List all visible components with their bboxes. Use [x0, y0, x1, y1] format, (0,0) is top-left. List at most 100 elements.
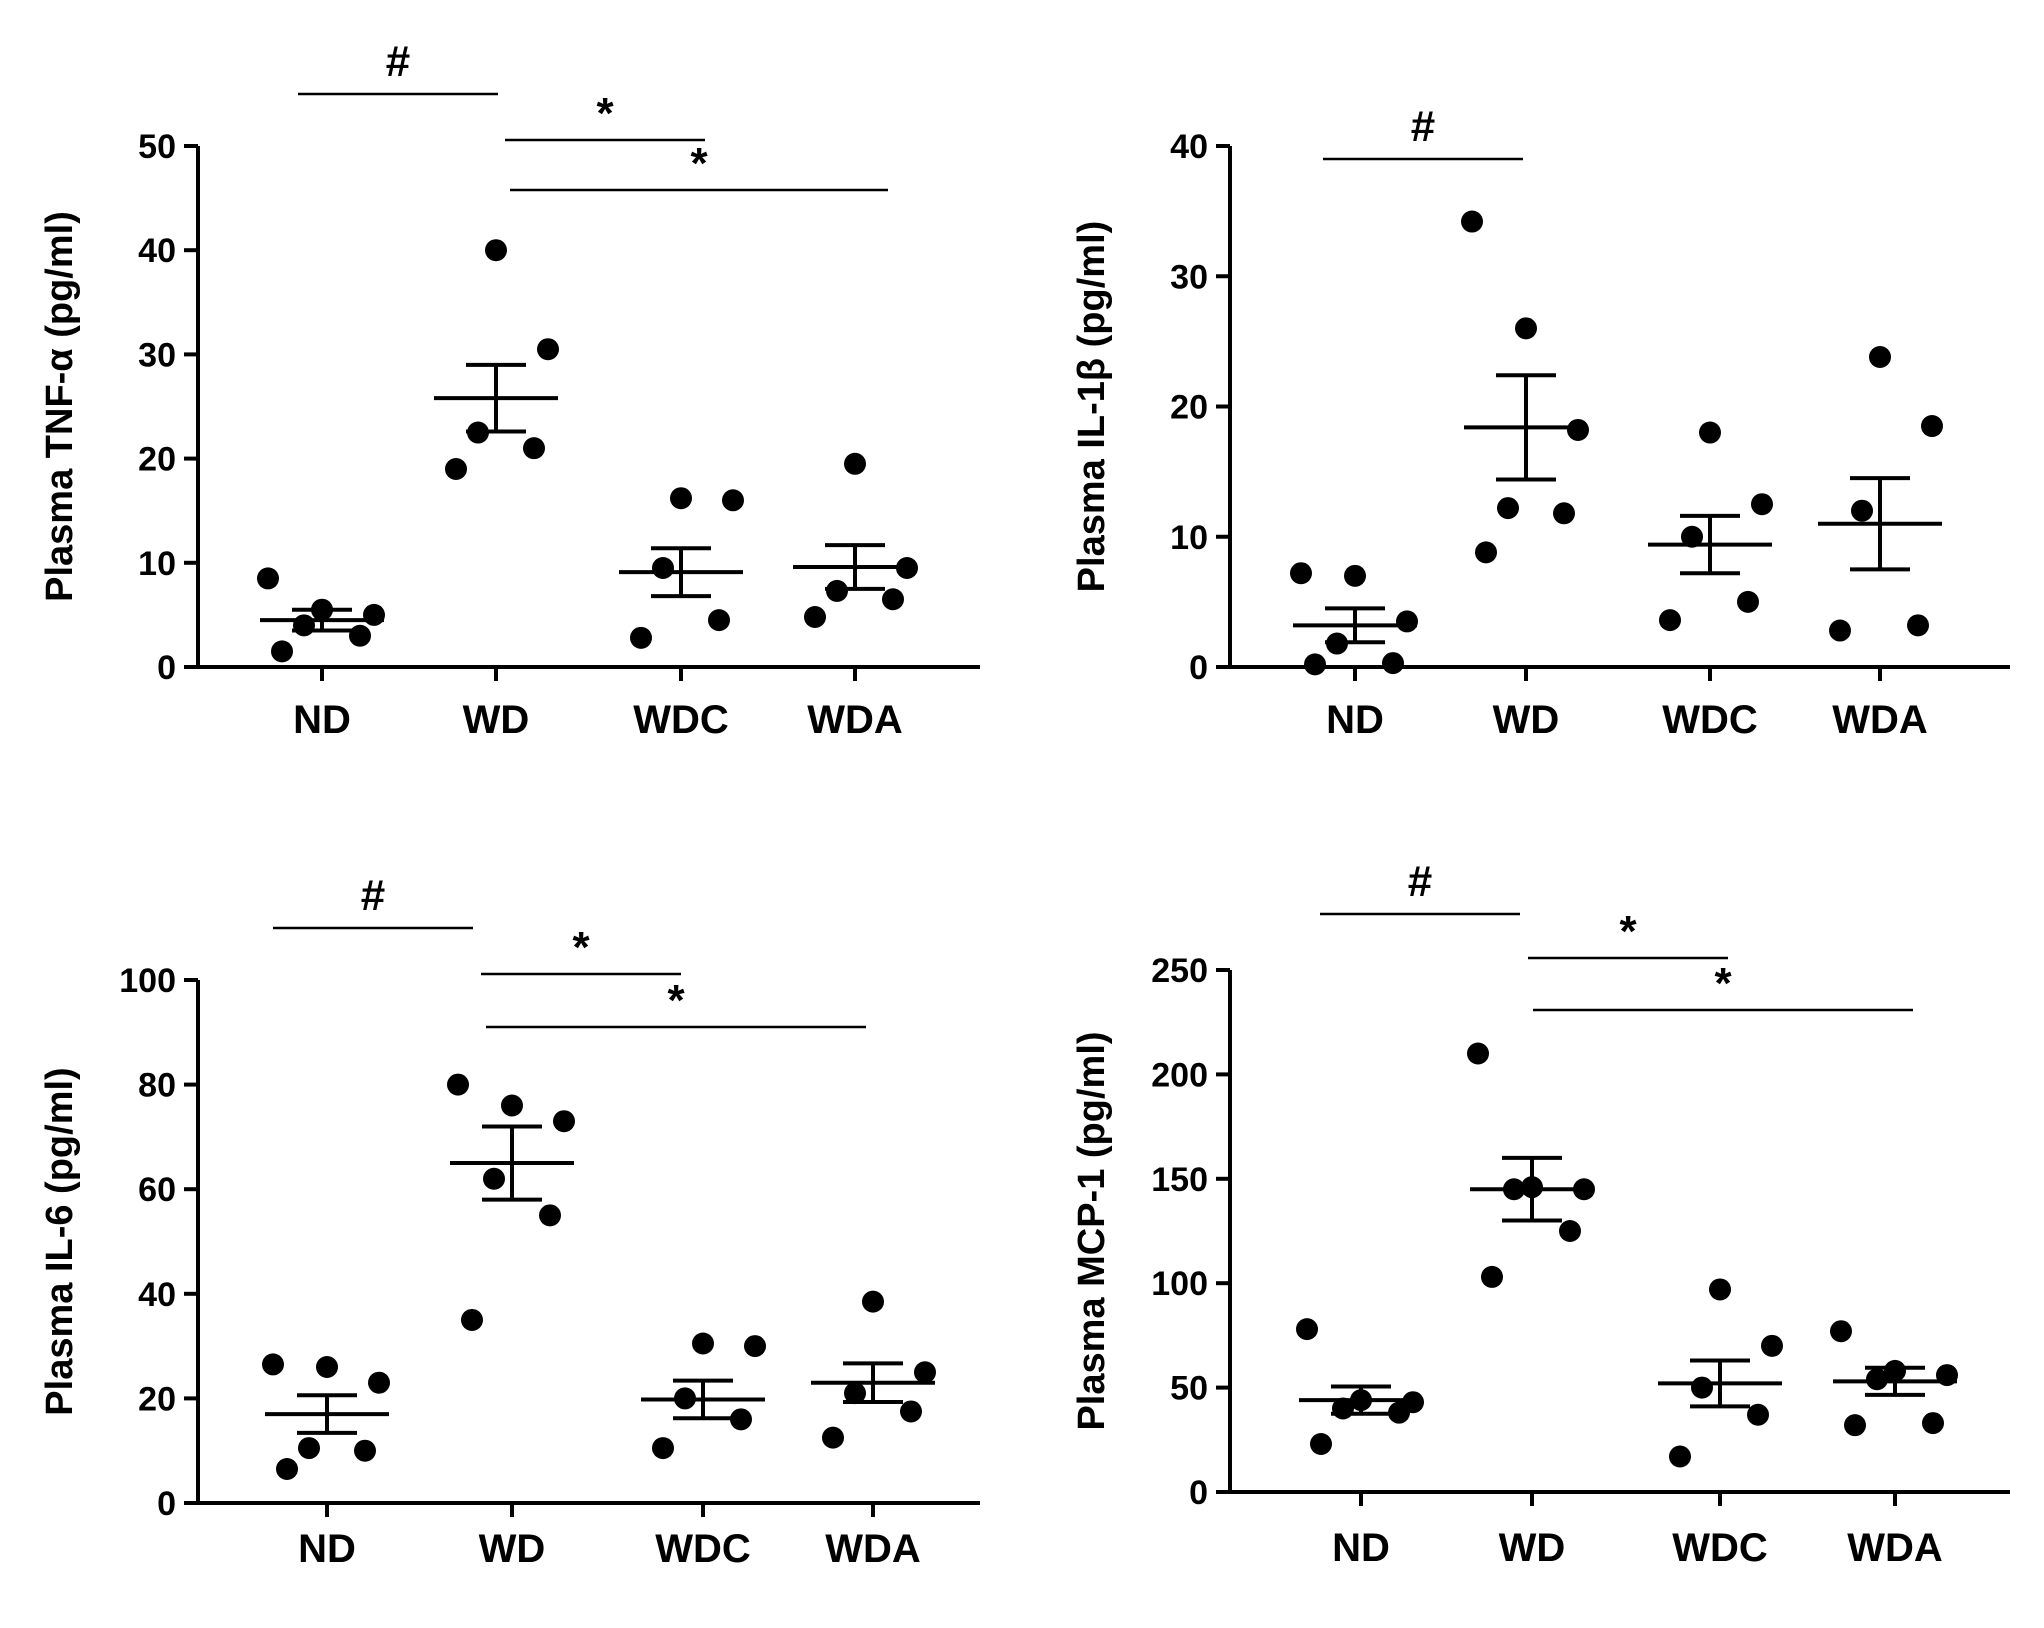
y-tick-label: 10: [1170, 519, 1208, 557]
y-tick-label: 20: [1170, 389, 1208, 427]
data-point: [670, 487, 692, 510]
data-point: [276, 1458, 298, 1481]
panel-il-1-beta: 0 10 20 30 40 Plasma IL-1β (pg/ml) ND WD WDC WDA #: [1071, 102, 2010, 742]
series-wda: [1830, 1320, 1958, 1437]
x-category-label: ND: [1332, 1526, 1390, 1570]
y-tick-label: 30: [138, 336, 176, 374]
x-category-label: WDA: [1832, 698, 1928, 742]
x-category-label: WDC: [1662, 698, 1758, 742]
series-wd: [447, 1073, 575, 1331]
data-point: [1866, 1368, 1888, 1391]
x-category-label: WD: [463, 698, 530, 742]
data-point: [652, 1437, 674, 1460]
x-category-label: WDA: [807, 698, 903, 742]
data-point: [1396, 610, 1418, 633]
data-point: [262, 1353, 284, 1376]
data-point: [1737, 590, 1759, 613]
data-point: [537, 338, 559, 361]
data-point: [1907, 614, 1929, 637]
series-wd: [1461, 210, 1589, 564]
series-wda: [811, 1290, 936, 1449]
data-point: [1659, 609, 1681, 632]
data-point: [293, 614, 315, 637]
y-tick-label: 0: [157, 1485, 176, 1523]
y-tick-label: 100: [1151, 1265, 1208, 1303]
series-nd: [262, 1353, 390, 1481]
data-point: [1497, 497, 1519, 520]
data-point: [1829, 619, 1851, 642]
data-point: [1467, 1042, 1489, 1065]
significance-hash: #: [386, 37, 410, 86]
y-tick-label: 40: [138, 1276, 176, 1314]
data-point: [447, 1073, 469, 1096]
data-point: [1922, 1412, 1944, 1435]
significance-hash: #: [1411, 102, 1435, 151]
data-point: [1461, 210, 1483, 233]
x-category-label: WD: [1493, 698, 1560, 742]
data-point: [630, 626, 652, 649]
data-point: [730, 1408, 752, 1431]
series-wd: [434, 239, 559, 481]
y-axis-title: Plasma IL-6 (pg/ml): [39, 1067, 81, 1415]
significance-asterisk: *: [596, 89, 614, 138]
y-tick-label: 0: [1189, 1474, 1208, 1512]
y-tick-label: 40: [1170, 128, 1208, 166]
data-point: [844, 452, 866, 475]
data-point: [1296, 1318, 1318, 1341]
significance-asterisk: *: [1714, 959, 1732, 1008]
series-nd: [1290, 562, 1418, 676]
panel-tnf-alpha: 0 10 20 30 40 50 Plasma TNF-α (pg/ml) ND WD WDC WD…: [39, 37, 980, 742]
y-tick-label: 250: [1151, 952, 1208, 990]
data-point: [354, 1439, 376, 1462]
series-wdc: [1658, 1278, 1783, 1468]
data-point: [652, 557, 674, 580]
y-tick-label: 30: [1170, 258, 1208, 296]
data-point: [1681, 525, 1703, 548]
x-category-label: WDA: [825, 1527, 921, 1571]
series-nd: [1296, 1318, 1424, 1455]
data-point: [539, 1204, 561, 1227]
data-point: [1830, 1320, 1852, 1343]
y-tick-label: 200: [1151, 1056, 1208, 1094]
data-point: [826, 579, 848, 602]
significance-asterisk: *: [1619, 907, 1637, 956]
data-point: [483, 1167, 505, 1190]
series-nd: [257, 567, 385, 663]
data-point: [485, 239, 507, 262]
significance-hash: #: [1408, 857, 1432, 906]
data-point: [844, 1382, 866, 1405]
data-point: [1691, 1376, 1713, 1399]
x-category-label: ND: [293, 698, 351, 742]
y-tick-label: 50: [138, 128, 176, 166]
panel-mcp-1: 0 50 100 150 200 250 Plasma MCP-1 (pg/ml) ND WD W…: [1071, 857, 2010, 1570]
y-tick-label: 80: [138, 1067, 176, 1105]
data-point: [363, 603, 385, 626]
y-tick-label: 40: [138, 232, 176, 270]
data-point: [1344, 564, 1366, 587]
data-point: [804, 605, 826, 628]
data-point: [1290, 562, 1312, 585]
series-wdc: [641, 1332, 766, 1460]
y-tick-label: 20: [138, 1380, 176, 1418]
data-point: [316, 1356, 338, 1379]
y-tick-label: 100: [119, 962, 176, 1000]
y-axis-title: Plasma MCP-1 (pg/ml): [1071, 1031, 1113, 1430]
data-point: [1751, 493, 1773, 516]
data-point: [692, 1332, 714, 1355]
y-tick-label: 50: [1170, 1370, 1208, 1408]
data-point: [1382, 652, 1404, 675]
data-point: [271, 640, 293, 663]
series-wdc: [619, 487, 744, 649]
x-category-label: WDC: [1672, 1526, 1768, 1570]
x-category-label: WD: [479, 1527, 546, 1571]
x-category-label: WDC: [655, 1527, 751, 1571]
data-point: [708, 609, 730, 632]
y-tick-label: 0: [1189, 649, 1208, 687]
y-tick-label: 0: [157, 649, 176, 687]
series-wd: [1467, 1042, 1595, 1288]
x-category-label: ND: [298, 1527, 356, 1571]
data-point: [368, 1371, 390, 1394]
data-point: [1553, 502, 1575, 525]
data-point: [822, 1426, 844, 1449]
